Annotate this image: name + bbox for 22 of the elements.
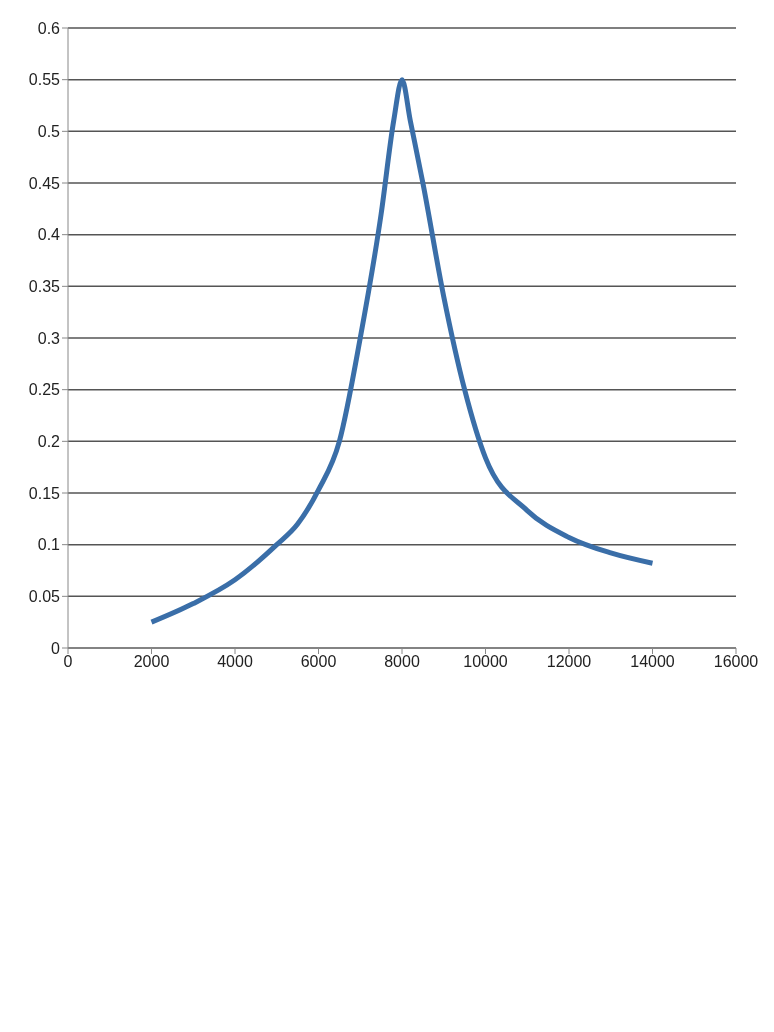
x-tick-label: 0 <box>63 653 73 671</box>
x-tick-label: 4000 <box>217 653 253 671</box>
x-tick-label: 2000 <box>133 653 170 671</box>
x-tick-label: 14000 <box>630 653 675 671</box>
y-tick-label: 0.6 <box>37 19 61 37</box>
y-tick-label: 0.55 <box>28 71 61 89</box>
y-tick-label: 0.4 <box>37 226 61 244</box>
y-tick-label: 0.15 <box>28 484 61 502</box>
y-tick-label: 0.45 <box>28 174 61 192</box>
x-tick-label: 16000 <box>713 653 759 671</box>
y-tick-label: 0.3 <box>37 329 61 347</box>
x-tick-label: 6000 <box>300 653 337 671</box>
x-tick-label: 10000 <box>463 653 508 671</box>
y-tick-label: 0.2 <box>37 433 61 451</box>
y-tick-label: 0.1 <box>37 536 61 554</box>
x-tick-label: 12000 <box>546 653 592 671</box>
y-tick-label: 0.5 <box>37 123 61 141</box>
y-tick-label: 0.35 <box>28 278 61 296</box>
y-tick-label: 0.05 <box>28 588 61 606</box>
y-tick-label: 0 <box>51 639 61 657</box>
y-tick-label: 0.25 <box>28 381 61 399</box>
x-tick-label: 8000 <box>384 653 420 671</box>
